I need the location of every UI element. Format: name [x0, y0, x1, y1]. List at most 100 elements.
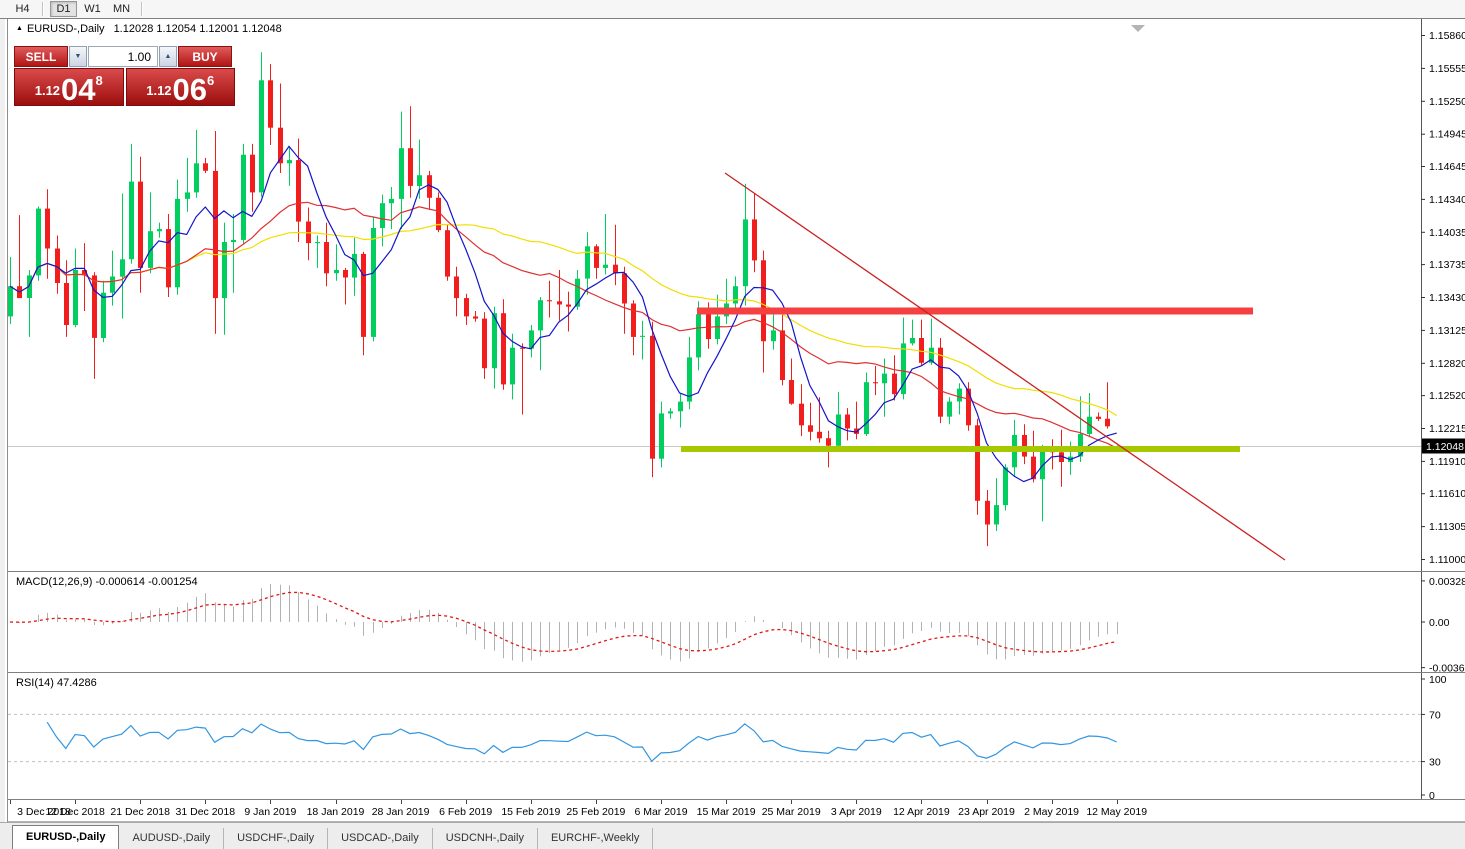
svg-text:1.14340: 1.14340 [1429, 194, 1465, 206]
chart-title: ▲ EURUSD-,Daily 1.12028 1.12054 1.12001 1.… [16, 23, 282, 35]
macd-panel[interactable]: 0.003287 0.00 -0.00365 [8, 572, 1465, 673]
time-axis-tick [726, 800, 728, 804]
toolbar-separator [42, 2, 44, 16]
trade-prices-row: 1.12 04 8 1.12 06 6 [14, 68, 235, 106]
time-axis-tick [856, 800, 858, 804]
svg-text:1.15555: 1.15555 [1429, 63, 1465, 75]
chart-tab-eurusd[interactable]: EURUSD-,Daily [12, 825, 120, 849]
resistance-bar-object[interactable] [697, 307, 1253, 315]
svg-text:0: 0 [1429, 790, 1435, 800]
price-scale[interactable]: 1.15860 1.15555 1.15250 1.14945 1.14645 1.143… [1421, 19, 1465, 572]
buy-button[interactable]: BUY [178, 46, 232, 67]
chart-tab-usdcad[interactable]: USDCAD-,Daily [328, 828, 433, 849]
time-axis-tick [530, 800, 532, 804]
time-axis[interactable]: 3 Dec 2018 12 Dec 2018 21 Dec 2018 31 Dec 2… [8, 800, 1465, 822]
svg-text:1.11610: 1.11610 [1429, 488, 1465, 500]
trade-controls-row: SELL ▼ ▲ BUY [14, 46, 235, 67]
mid-ma-line [9, 201, 1117, 449]
time-axis-tick [986, 800, 988, 804]
svg-text:1.11000: 1.11000 [1429, 554, 1465, 566]
svg-text:1.12215: 1.12215 [1429, 423, 1465, 435]
current-price-tag [1422, 438, 1465, 454]
chart-tab-audusd[interactable]: AUDUSD-,Daily [119, 828, 225, 849]
macd-label: MACD(12,26,9) -0.000614 -0.001254 [16, 576, 198, 588]
sell-price-big-digits: 04 [61, 71, 96, 107]
price-chart[interactable]: 1.15860 1.15555 1.15250 1.14945 1.14645 1.143… [8, 19, 1465, 572]
svg-text:1.14035: 1.14035 [1429, 227, 1465, 239]
slow-ma-line [9, 223, 1118, 417]
timeframe-button-d1[interactable]: D1 [50, 1, 77, 17]
lot-increase-button[interactable]: ▲ [159, 46, 177, 67]
sell-price-panel[interactable]: 1.12 04 8 [14, 68, 124, 106]
time-axis-label: 15 Mar 2019 [696, 806, 756, 818]
time-axis-tick [1116, 800, 1118, 804]
chart-tab-bar: EURUSD-,Daily AUDUSD-,Daily USDCHF-,Daily U… [0, 822, 1465, 849]
sell-price-prefix: 1.12 [34, 83, 61, 98]
rsi-scale[interactable]: 100 70 30 0 [1421, 673, 1447, 800]
svg-text:1.13430: 1.13430 [1429, 292, 1465, 304]
time-axis-tick [465, 800, 467, 804]
time-axis-label: 3 Apr 2019 [830, 806, 882, 818]
buy-price-prefix: 1.12 [146, 83, 172, 98]
buy-price-big-digits: 06 [172, 71, 208, 107]
rsi-panel[interactable]: 100 70 30 0 [8, 673, 1465, 800]
svg-text:1.13735: 1.13735 [1429, 259, 1465, 271]
time-axis-tick [400, 800, 402, 804]
support-bar-object[interactable] [681, 446, 1240, 452]
macd-signal-line [9, 591, 1117, 653]
buy-price-panel[interactable]: 1.12 06 6 [125, 68, 235, 107]
candles-layer [8, 52, 1120, 547]
time-axis-tick [270, 800, 272, 804]
svg-text:-0.00365: -0.00365 [1429, 663, 1465, 673]
svg-text:100: 100 [1429, 674, 1447, 686]
chart-tab-usdcnh[interactable]: USDCNH-,Daily [433, 828, 538, 849]
svg-text:30: 30 [1429, 757, 1441, 769]
timeframe-button-h4[interactable]: H4 [9, 1, 36, 17]
chart-tab-eurchf[interactable]: EURCHF-,Weekly [538, 828, 654, 849]
macd-histogram [19, 584, 1118, 662]
time-axis-label: 6 Mar 2019 [634, 806, 688, 818]
lot-decrease-button[interactable]: ▼ [69, 46, 87, 67]
svg-text:1.15860: 1.15860 [1429, 30, 1465, 42]
toolbar-separator [141, 2, 143, 16]
svg-text:1.14645: 1.14645 [1429, 161, 1465, 173]
svg-text:1.15250: 1.15250 [1429, 96, 1465, 108]
fast-ma-line [9, 145, 1117, 483]
sell-price-pip: 8 [95, 73, 103, 88]
timeframe-button-mn[interactable]: MN [108, 1, 135, 17]
time-axis-tick [921, 800, 923, 804]
time-axis-label: 9 Jan 2019 [244, 806, 297, 818]
time-axis-label: 23 Apr 2019 [958, 806, 1015, 818]
descending-trendline-object[interactable] [724, 172, 1286, 561]
time-axis-tick [1051, 800, 1053, 804]
time-axis-tick [10, 800, 11, 804]
time-axis-label: 18 Jan 2019 [306, 806, 365, 818]
time-axis-label: 12 May 2019 [1086, 806, 1148, 818]
svg-text:1.12048: 1.12048 [1426, 441, 1464, 453]
chart-shift-marker[interactable] [1131, 25, 1145, 32]
time-axis-tick [791, 800, 793, 804]
time-axis-label: 25 Mar 2019 [761, 806, 821, 818]
time-axis-tick [595, 800, 597, 804]
triangle-up-icon: ▲ [164, 53, 172, 60]
svg-text:1.14945: 1.14945 [1429, 129, 1465, 141]
time-axis-label: 15 Feb 2019 [501, 806, 561, 818]
lot-size-input[interactable] [88, 46, 158, 67]
time-axis-label: 28 Jan 2019 [371, 806, 430, 818]
chart-area[interactable]: 1.15860 1.15555 1.15250 1.14945 1.14645 1.143… [8, 19, 1465, 822]
rsi-line [46, 721, 1117, 763]
chart-tab-usdchf[interactable]: USDCHF-,Daily [224, 828, 329, 849]
buy-price-pip: 6 [207, 73, 215, 88]
macd-scale[interactable]: 0.003287 0.00 -0.00365 [1421, 572, 1465, 673]
symbol-arrow-icon: ▲ [16, 25, 23, 32]
rsi-label: RSI(14) 47.4286 [16, 677, 97, 689]
time-axis-label: 31 Dec 2018 [175, 806, 236, 818]
time-axis-tick [335, 800, 337, 804]
timeframe-button-w1[interactable]: W1 [79, 1, 106, 17]
triangle-down-icon: ▼ [74, 53, 82, 60]
sell-button[interactable]: SELL [14, 46, 68, 67]
svg-text:1.13125: 1.13125 [1429, 325, 1465, 337]
time-axis-label: 2 May 2019 [1024, 806, 1080, 818]
